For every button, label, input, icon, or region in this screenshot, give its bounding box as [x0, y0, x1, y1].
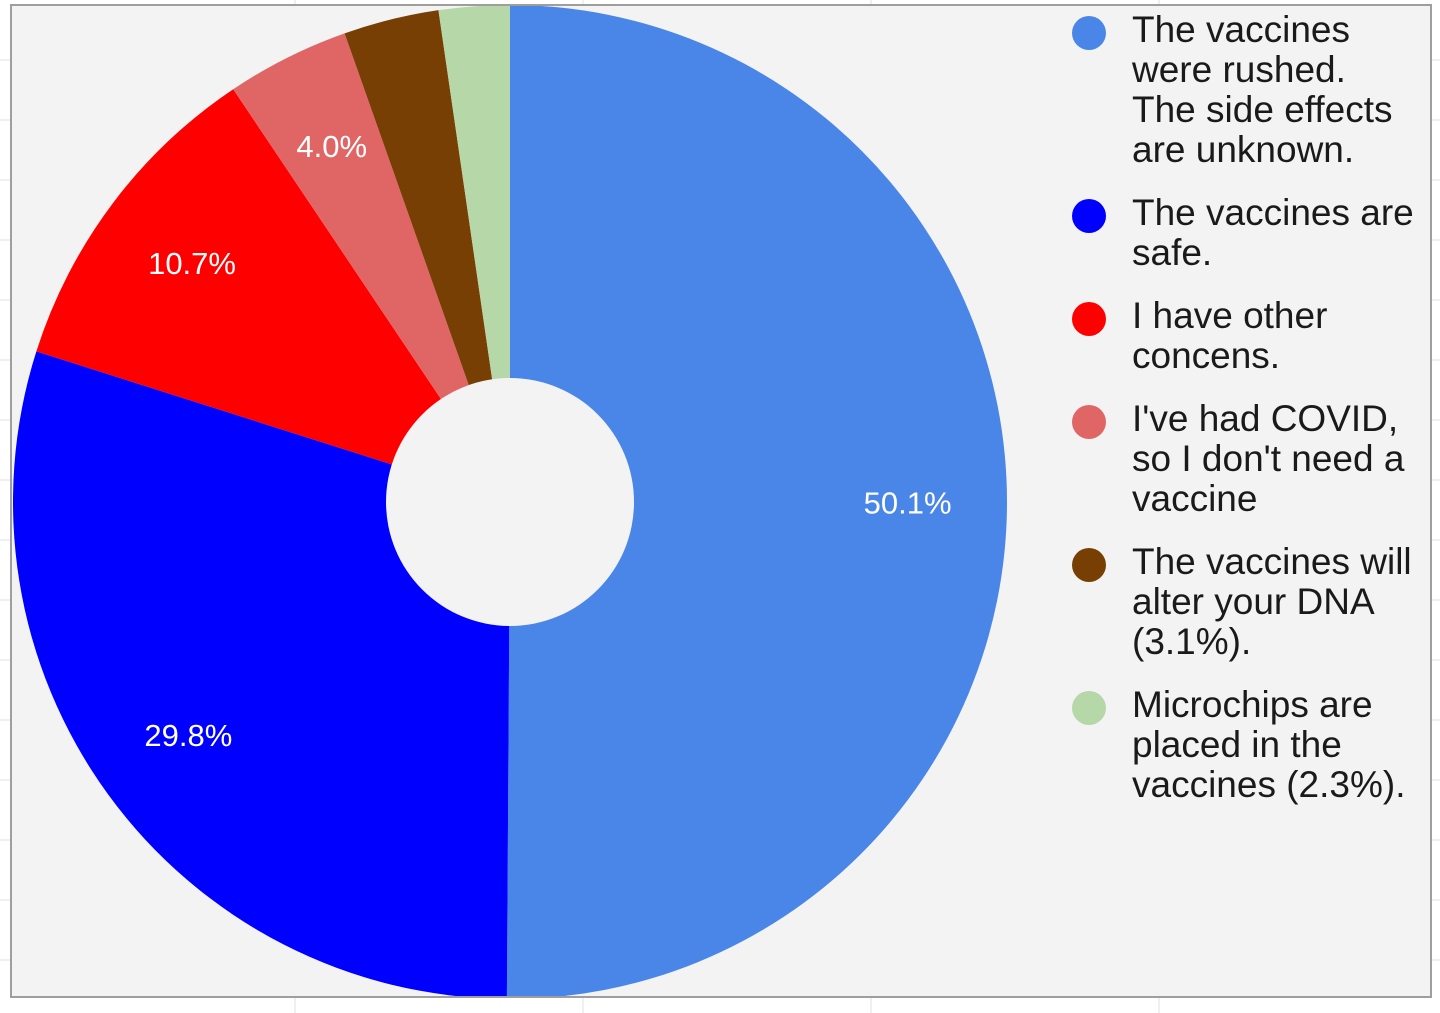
legend-line: The vaccines [1132, 9, 1350, 50]
slice-value-label: 29.8% [144, 718, 232, 753]
legend-label: The vaccines were rushed. The side effec… [1132, 9, 1430, 170]
legend-label: The vaccines are safe. [1132, 192, 1430, 273]
legend-item-other-concerns[interactable]: I have other concens. [1070, 295, 1430, 376]
legend-dot-icon [1072, 548, 1106, 582]
legend-dot-icon [1072, 405, 1106, 439]
legend-item-safe[interactable]: The vaccines are safe. [1070, 192, 1430, 273]
legend-line: vaccine [1132, 478, 1258, 519]
legend-line: The side effects [1132, 89, 1393, 130]
legend-item-had-covid[interactable]: I've had COVID, so I don't need a vaccin… [1070, 398, 1430, 519]
legend-item-rushed[interactable]: The vaccines were rushed. The side effec… [1070, 9, 1430, 170]
pie-slice[interactable] [506, 6, 1007, 996]
legend-line: were rushed. [1132, 49, 1346, 90]
pie-slice[interactable] [13, 351, 510, 996]
donut-chart: 50.1% 29.8% 10.7% 4.0% [13, 6, 1007, 996]
legend-item-alter-dna[interactable]: The vaccines will alter your DNA (3.1%). [1070, 541, 1430, 662]
legend-label: The vaccines will alter your DNA (3.1%). [1132, 541, 1430, 662]
chart-container[interactable]: 50.1% 29.8% 10.7% 4.0% The vaccines were ru… [10, 4, 1432, 998]
legend-line: I have other [1132, 295, 1328, 336]
legend-dot-icon [1072, 302, 1106, 336]
legend-line: safe. [1132, 232, 1213, 273]
slice-labels-group: 50.1% 29.8% 10.7% 4.0% [144, 129, 951, 753]
legend-line: I've had COVID, [1132, 398, 1399, 439]
pie-slice[interactable] [36, 89, 511, 502]
donut-hole [386, 378, 634, 626]
legend-label: I have other concens. [1132, 295, 1430, 376]
legend-line: vaccines (2.3%). [1132, 764, 1406, 805]
legend-label: Microchips are placed in the vaccines (2… [1132, 684, 1430, 805]
legend: The vaccines were rushed. The side effec… [1070, 9, 1430, 828]
legend-line: are unknown. [1132, 129, 1355, 170]
legend-line: placed in the [1132, 724, 1342, 765]
legend-dot-icon [1072, 691, 1106, 725]
slice-value-label: 10.7% [148, 246, 236, 281]
slices-group [13, 6, 1007, 996]
pie-slice[interactable] [344, 10, 510, 503]
legend-line: concens. [1132, 335, 1281, 376]
legend-line: so I don't need a [1132, 438, 1405, 479]
pie-slice[interactable] [233, 33, 510, 502]
slice-value-label: 50.1% [864, 486, 952, 521]
legend-label: I've had COVID, so I don't need a vaccin… [1132, 398, 1430, 519]
legend-line: The vaccines are [1132, 192, 1414, 233]
legend-line: The vaccines will [1132, 541, 1412, 582]
legend-item-microchips[interactable]: Microchips are placed in the vaccines (2… [1070, 684, 1430, 805]
pie-slice[interactable] [438, 6, 510, 502]
legend-line: alter your DNA [1132, 581, 1375, 622]
legend-line: Microchips are [1132, 684, 1373, 725]
slice-value-label: 4.0% [296, 129, 367, 164]
legend-line: (3.1%). [1132, 621, 1252, 662]
legend-dot-icon [1072, 16, 1106, 50]
legend-dot-icon [1072, 199, 1106, 233]
